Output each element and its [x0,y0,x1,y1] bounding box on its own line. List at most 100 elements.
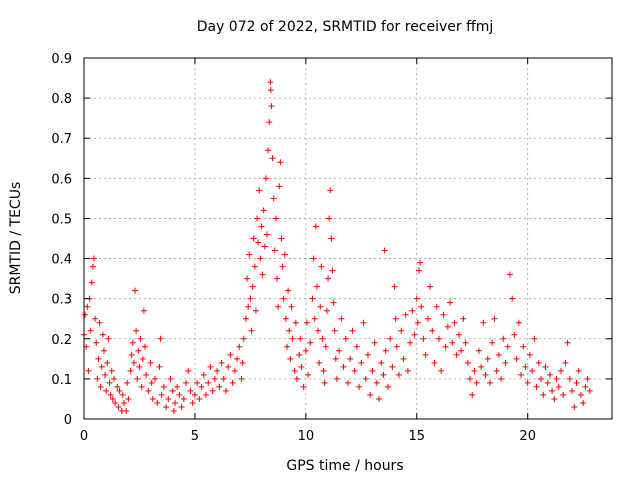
data-point [129,339,136,346]
data-point [396,371,403,378]
data-point [285,287,292,294]
data-point [486,379,493,386]
data-point [124,379,131,386]
data-point [93,339,100,346]
data-point [317,303,324,310]
data-point [214,367,221,374]
data-point [247,295,254,302]
data-point [242,315,249,322]
data-point [259,271,266,278]
data-point [321,379,328,386]
data-point [261,243,268,250]
data-point [580,399,587,406]
data-point [415,267,422,274]
data-point [569,387,576,394]
y-tick-label: 0.7 [51,132,72,147]
data-point [431,359,438,366]
data-point [89,263,96,270]
data-point [498,375,505,382]
data-point [440,311,447,318]
data-point [533,383,540,390]
data-point [128,351,135,358]
data-point [409,307,416,314]
y-tick-label: 0.8 [51,92,72,107]
x-axis-label: GPS time / hours [286,458,403,474]
data-point [447,299,454,306]
data-point [95,355,102,362]
data-point [183,379,190,386]
data-point [265,147,272,154]
data-point [147,359,154,366]
data-point [116,387,123,394]
data-point [362,375,369,382]
data-point [312,223,319,230]
data-point [393,343,400,350]
data-point [420,335,427,342]
data-point [250,235,257,242]
data-point [286,327,293,334]
data-point [303,319,310,326]
data-point [274,275,281,282]
data-point [480,319,487,326]
data-point [402,311,409,318]
data-point [280,295,287,302]
data-point [185,367,192,374]
data-point [165,395,172,402]
data-point [340,363,347,370]
data-point [287,355,294,362]
data-point [281,251,288,258]
data-point [524,379,531,386]
data-point [557,367,564,374]
data-point [105,335,112,342]
data-point [442,343,449,350]
plot-frame [83,57,613,420]
data-point [279,263,286,270]
data-point [143,371,150,378]
data-point [267,87,274,94]
data-point [414,319,421,326]
data-point [427,283,434,290]
data-point [360,319,367,326]
data-point [392,315,399,322]
data-point [315,327,322,334]
data-point [140,307,147,314]
data-point [100,347,107,354]
data-point [96,319,103,326]
data-point [92,315,99,322]
data-point [518,371,525,378]
data-point [347,355,354,362]
y-tick-label: 0.2 [51,333,72,348]
data-point [493,367,500,374]
data-point [266,119,273,126]
data-point [145,387,152,394]
data-point [289,335,296,342]
data-point [358,359,365,366]
data-point [491,315,498,322]
data-point [209,387,216,394]
data-point [163,403,170,410]
data-point [356,383,363,390]
data-point [137,335,144,342]
data-point [283,343,290,350]
data-point [252,307,259,314]
data-point [171,399,178,406]
data-point [305,371,312,378]
data-point [451,319,458,326]
data-point [156,363,163,370]
y-tick-label: 0.3 [51,293,72,308]
data-point [529,367,536,374]
data-point [176,391,183,398]
data-point [87,327,94,334]
data-point [449,339,456,346]
y-axis-ticks: 0 0.1 0.2 0.3 0.4 0.5 0.6 0.7 0.8 0.9 [51,52,612,428]
data-point [309,295,316,302]
data-point [313,283,320,290]
data-point [234,355,241,362]
data-point [322,343,329,350]
y-tick-label: 0 [64,413,72,428]
data-point [191,391,198,398]
data-point [560,391,567,398]
data-point [142,343,149,350]
data-point [331,327,338,334]
data-point [506,271,513,278]
